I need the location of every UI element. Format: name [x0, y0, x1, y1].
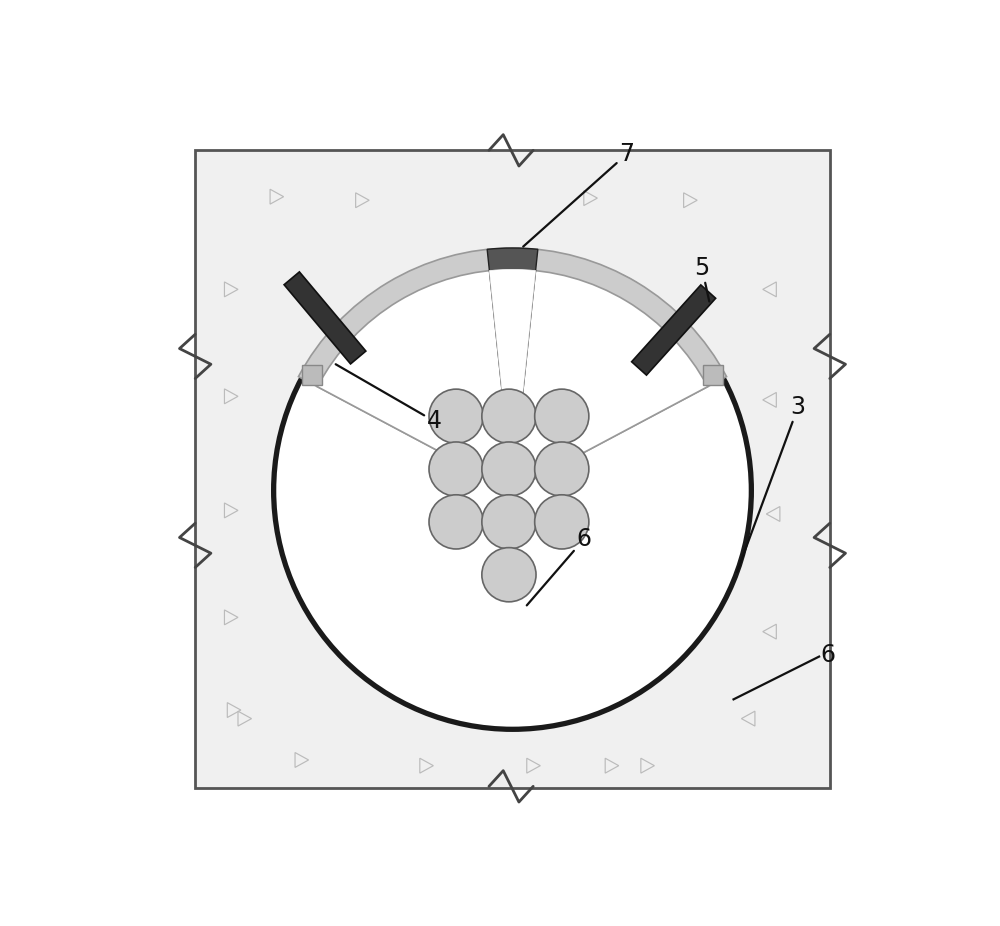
Circle shape [274, 252, 751, 730]
Circle shape [535, 389, 589, 444]
Text: 3: 3 [737, 395, 806, 572]
Wedge shape [489, 269, 536, 491]
Circle shape [482, 389, 536, 444]
Wedge shape [487, 248, 538, 491]
Text: 4: 4 [336, 364, 442, 433]
Polygon shape [302, 365, 322, 384]
Text: 6: 6 [821, 644, 836, 667]
Circle shape [429, 494, 483, 549]
Text: 6: 6 [527, 527, 592, 606]
Circle shape [482, 547, 536, 602]
Text: 5: 5 [694, 256, 710, 302]
Wedge shape [298, 248, 727, 491]
Circle shape [429, 389, 483, 444]
Circle shape [482, 442, 536, 496]
Polygon shape [703, 365, 723, 384]
Circle shape [535, 442, 589, 496]
Polygon shape [632, 285, 716, 375]
Circle shape [535, 494, 589, 549]
Circle shape [429, 442, 483, 496]
Polygon shape [284, 272, 366, 364]
FancyBboxPatch shape [195, 150, 830, 789]
Wedge shape [317, 269, 708, 491]
Text: 7: 7 [523, 142, 634, 246]
Circle shape [482, 494, 536, 549]
